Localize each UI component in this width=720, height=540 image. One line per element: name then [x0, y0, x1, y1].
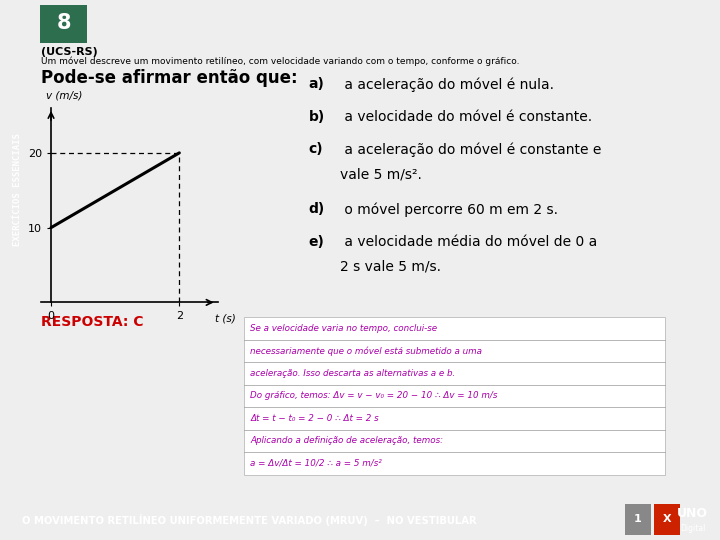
FancyBboxPatch shape: [654, 504, 680, 535]
Text: Digital: Digital: [680, 524, 706, 533]
Text: Pode-se afirmar então que:: Pode-se afirmar então que:: [42, 69, 298, 87]
Text: a aceleração do móvel é nula.: a aceleração do móvel é nula.: [340, 77, 554, 92]
Text: a aceleração do móvel é constante e: a aceleração do móvel é constante e: [340, 143, 601, 157]
Text: Aplicando a definição de aceleração, temos:: Aplicando a definição de aceleração, tem…: [251, 436, 444, 446]
Text: b): b): [309, 110, 325, 124]
Text: 8: 8: [57, 14, 71, 33]
Text: 1: 1: [634, 514, 642, 524]
Text: d): d): [309, 202, 325, 217]
Text: 2 s vale 5 m/s.: 2 s vale 5 m/s.: [340, 260, 441, 274]
Text: Um móvel descreve um movimento retilíneo, com velocidade variando com o tempo, c: Um móvel descreve um movimento retilíneo…: [42, 57, 520, 66]
Text: o móvel percorre 60 m em 2 s.: o móvel percorre 60 m em 2 s.: [340, 202, 557, 217]
Text: UNO: UNO: [677, 507, 708, 520]
Text: a = Δv/Δt = 10/2 ∴ a = 5 m/s²: a = Δv/Δt = 10/2 ∴ a = 5 m/s²: [251, 459, 382, 468]
Text: (UCS-RS): (UCS-RS): [42, 48, 98, 57]
FancyBboxPatch shape: [40, 5, 87, 43]
Text: aceleração. Isso descarta as alternativas a e b.: aceleração. Isso descarta as alternativa…: [251, 369, 456, 378]
Text: O MOVIMENTO RETILÍNEO UNIFORMEMENTE VARIADO (MRUV)  –  NO VESTIBULAR: O MOVIMENTO RETILÍNEO UNIFORMEMENTE VARI…: [22, 514, 476, 526]
Text: EXERCÍCIOS ESSENCIAIS: EXERCÍCIOS ESSENCIAIS: [13, 133, 22, 246]
Text: a velocidade do móvel é constante.: a velocidade do móvel é constante.: [340, 110, 592, 124]
Text: vale 5 m/s².: vale 5 m/s².: [340, 167, 421, 181]
Text: Δt = t − t₀ = 2 − 0 ∴ Δt = 2 s: Δt = t − t₀ = 2 − 0 ∴ Δt = 2 s: [251, 414, 379, 423]
FancyBboxPatch shape: [243, 317, 665, 475]
Text: necessariamente que o móvel está submetido a uma: necessariamente que o móvel está submeti…: [251, 346, 482, 356]
Text: v (m/s): v (m/s): [46, 91, 82, 100]
FancyBboxPatch shape: [625, 504, 651, 535]
Text: t (s): t (s): [215, 314, 235, 323]
Text: X: X: [662, 514, 671, 524]
Text: a): a): [309, 77, 325, 91]
Text: c): c): [309, 143, 323, 157]
Text: a velocidade média do móvel de 0 a: a velocidade média do móvel de 0 a: [340, 235, 597, 249]
Text: Do gráfico, temos: Δv = v − v₀ = 20 − 10 ∴ Δv = 10 m/s: Do gráfico, temos: Δv = v − v₀ = 20 − 10…: [251, 392, 498, 400]
Text: RESPOSTA: C: RESPOSTA: C: [42, 315, 144, 329]
Text: e): e): [309, 235, 325, 249]
Text: Se a velocidade varia no tempo, conclui-se: Se a velocidade varia no tempo, conclui-…: [251, 324, 438, 333]
